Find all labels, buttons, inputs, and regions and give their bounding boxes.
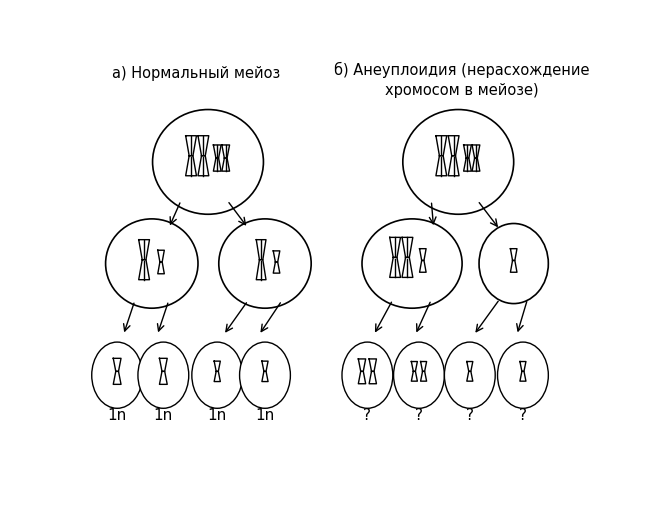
Polygon shape bbox=[214, 158, 221, 171]
Polygon shape bbox=[113, 371, 121, 384]
Polygon shape bbox=[256, 239, 266, 260]
Polygon shape bbox=[262, 371, 268, 382]
Polygon shape bbox=[411, 362, 417, 371]
Ellipse shape bbox=[153, 110, 263, 214]
Polygon shape bbox=[186, 156, 197, 176]
Ellipse shape bbox=[105, 219, 198, 308]
Ellipse shape bbox=[362, 219, 462, 308]
Text: 1n: 1n bbox=[154, 408, 173, 423]
Ellipse shape bbox=[138, 342, 189, 408]
Polygon shape bbox=[138, 260, 149, 280]
Polygon shape bbox=[411, 371, 417, 381]
Polygon shape bbox=[198, 136, 209, 156]
Polygon shape bbox=[472, 158, 480, 171]
Polygon shape bbox=[402, 237, 413, 258]
Polygon shape bbox=[466, 371, 473, 381]
Ellipse shape bbox=[479, 224, 549, 303]
Polygon shape bbox=[448, 156, 459, 176]
Polygon shape bbox=[520, 362, 526, 371]
Polygon shape bbox=[256, 260, 266, 280]
Polygon shape bbox=[510, 261, 517, 272]
Text: 1n: 1n bbox=[256, 408, 274, 423]
Ellipse shape bbox=[444, 342, 495, 408]
Polygon shape bbox=[158, 262, 164, 274]
Polygon shape bbox=[214, 371, 221, 382]
Polygon shape bbox=[159, 371, 167, 384]
Polygon shape bbox=[138, 239, 149, 260]
Polygon shape bbox=[421, 362, 426, 371]
Polygon shape bbox=[464, 145, 472, 158]
Polygon shape bbox=[472, 145, 480, 158]
Polygon shape bbox=[113, 358, 121, 371]
Text: ?: ? bbox=[466, 408, 474, 423]
Polygon shape bbox=[520, 371, 526, 381]
Text: 1n: 1n bbox=[107, 408, 127, 423]
Ellipse shape bbox=[498, 342, 549, 408]
Polygon shape bbox=[159, 358, 167, 371]
Polygon shape bbox=[419, 261, 426, 272]
Polygon shape bbox=[510, 249, 517, 261]
Polygon shape bbox=[273, 251, 280, 262]
Polygon shape bbox=[402, 258, 413, 278]
Polygon shape bbox=[158, 250, 164, 262]
Polygon shape bbox=[464, 158, 472, 171]
Ellipse shape bbox=[403, 110, 514, 214]
Polygon shape bbox=[419, 249, 426, 261]
Text: б) Анеуплоидия (нерасхождение
хромосом в мейозе): б) Анеуплоидия (нерасхождение хромосом в… bbox=[334, 62, 590, 98]
Polygon shape bbox=[436, 156, 446, 176]
Polygon shape bbox=[369, 359, 377, 371]
Polygon shape bbox=[389, 258, 400, 278]
Text: 1n: 1n bbox=[208, 408, 227, 423]
Polygon shape bbox=[448, 136, 459, 156]
Polygon shape bbox=[389, 237, 400, 258]
Polygon shape bbox=[358, 359, 366, 371]
Text: ?: ? bbox=[415, 408, 423, 423]
Ellipse shape bbox=[92, 342, 142, 408]
Ellipse shape bbox=[239, 342, 291, 408]
Text: ?: ? bbox=[364, 408, 371, 423]
Polygon shape bbox=[262, 361, 268, 371]
Ellipse shape bbox=[219, 219, 311, 308]
Ellipse shape bbox=[192, 342, 243, 408]
Polygon shape bbox=[186, 136, 197, 156]
Ellipse shape bbox=[342, 342, 393, 408]
Text: а) Нормальный мейоз: а) Нормальный мейоз bbox=[113, 65, 281, 81]
Polygon shape bbox=[436, 136, 446, 156]
Polygon shape bbox=[222, 145, 230, 158]
Polygon shape bbox=[466, 362, 473, 371]
Polygon shape bbox=[421, 371, 426, 381]
Ellipse shape bbox=[393, 342, 444, 408]
Polygon shape bbox=[214, 361, 221, 371]
Polygon shape bbox=[198, 156, 209, 176]
Polygon shape bbox=[369, 371, 377, 384]
Polygon shape bbox=[273, 262, 280, 273]
Text: ?: ? bbox=[519, 408, 527, 423]
Polygon shape bbox=[358, 371, 366, 384]
Polygon shape bbox=[214, 145, 221, 158]
Polygon shape bbox=[222, 158, 230, 171]
